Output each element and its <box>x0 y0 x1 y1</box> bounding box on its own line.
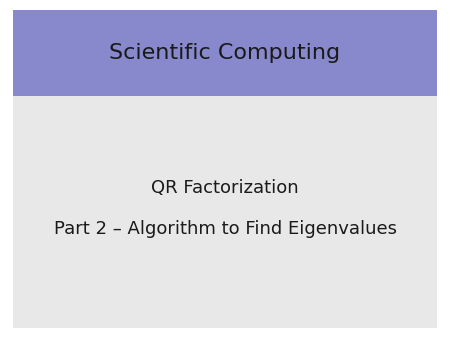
Bar <box>13 96 437 328</box>
Text: Part 2 – Algorithm to Find Eigenvalues: Part 2 – Algorithm to Find Eigenvalues <box>54 220 396 238</box>
Text: QR Factorization: QR Factorization <box>151 179 299 197</box>
Bar <box>13 10 437 96</box>
Text: Scientific Computing: Scientific Computing <box>109 43 341 63</box>
